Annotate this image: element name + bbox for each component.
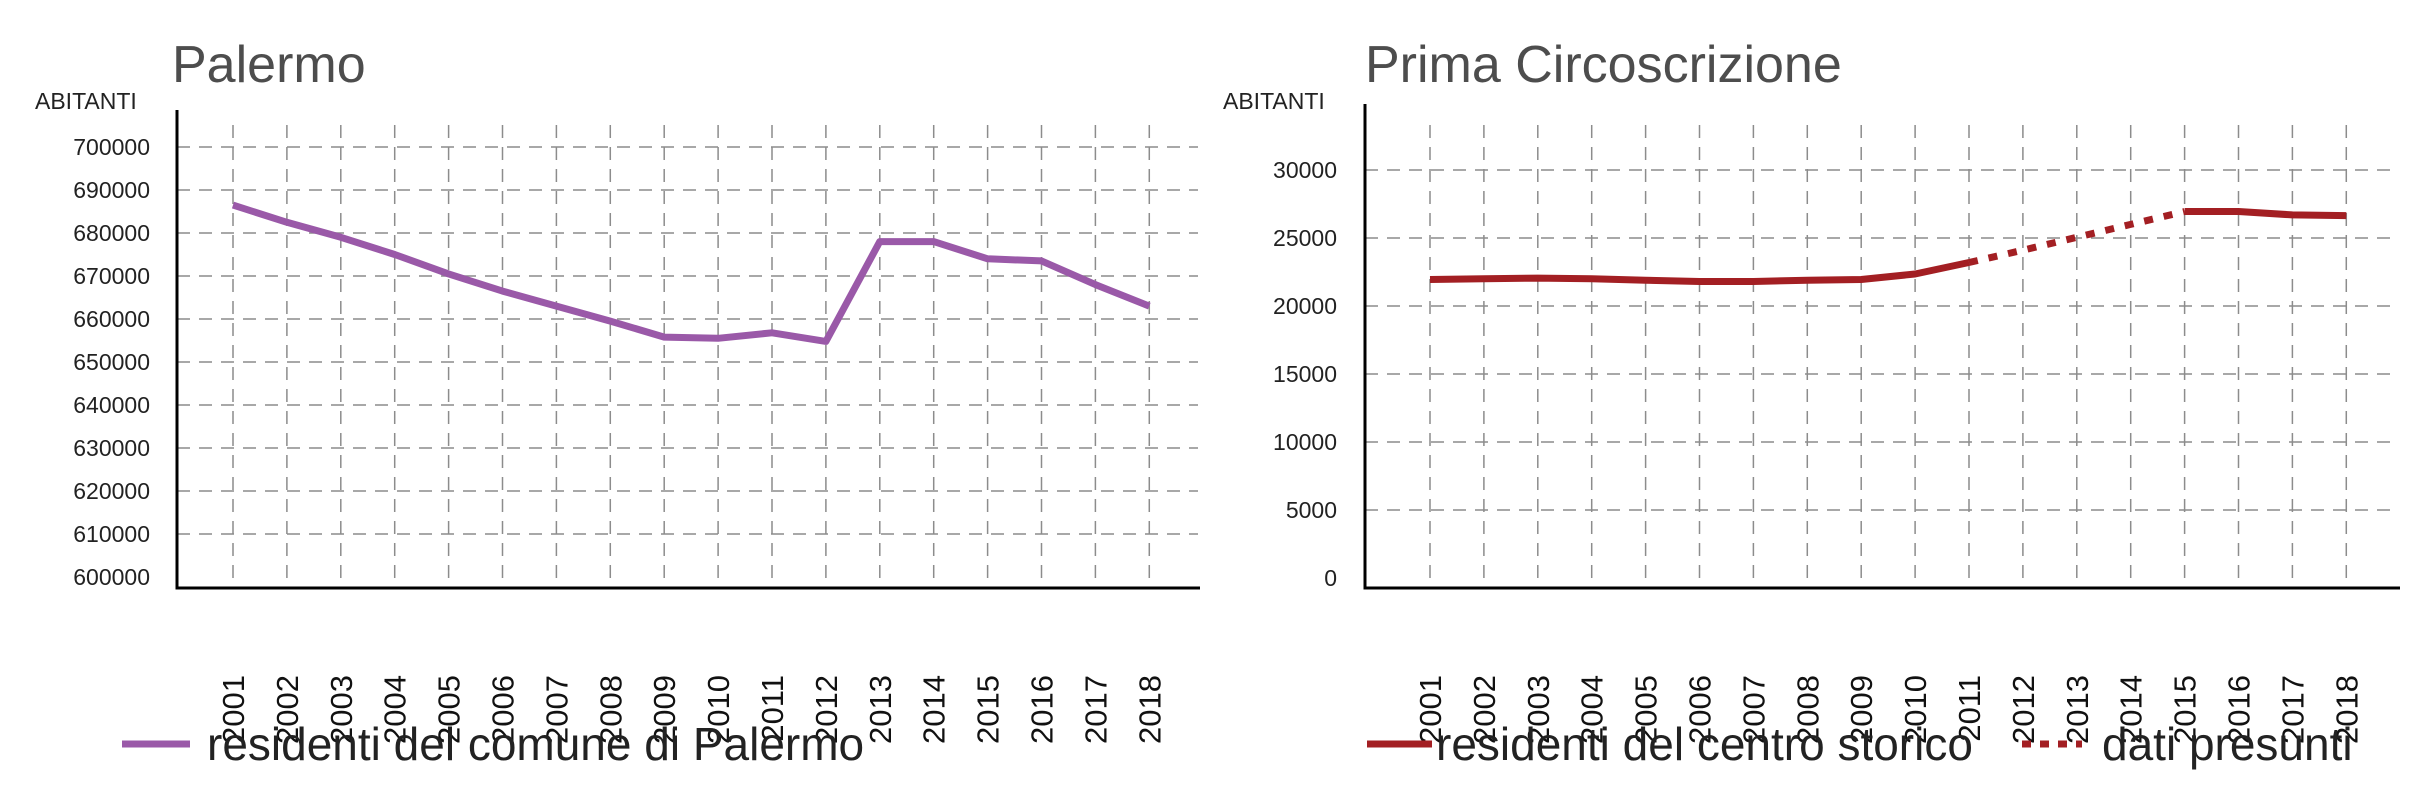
x-tick-label: 2016 (2222, 675, 2257, 744)
lines-palermo (231, 201, 1151, 345)
axes-circoscrizione (1363, 104, 2400, 590)
x-tick-label: 2014 (2114, 675, 2149, 744)
x-tick-label: 2015 (971, 675, 1006, 744)
x-tick-label: 2001 (216, 675, 251, 744)
y-tick-label: 700000 (73, 134, 150, 160)
x-ticks-palermo: 2001 2002 2003 2004 2005 2006 2007 2008 2009 2010… (216, 675, 1167, 744)
x-tick-label: 2003 (1521, 675, 1556, 744)
axes-palermo (175, 110, 1200, 590)
x-tick-label: 2012 (2006, 675, 2041, 744)
grid-circoscrizione (1365, 125, 2398, 588)
x-tick-label: 2007 (539, 675, 574, 744)
y-tick-label: 30000 (1273, 157, 1337, 183)
x-tick-label: 2003 (324, 675, 359, 744)
x-tick-label: 2009 (1844, 675, 1879, 744)
y-ticks-circoscrizione: 30000 25000 20000 15000 10000 5000 0 (1273, 157, 1337, 591)
chart-title-circoscrizione: Prima Circoscrizione (1365, 36, 1842, 94)
x-tick-label: 2017 (1078, 675, 1113, 744)
x-tick-label: 2001 (1413, 675, 1448, 744)
y-tick-label: 10000 (1273, 429, 1337, 455)
y-tick-label: 15000 (1273, 361, 1337, 387)
y-tick-label: 640000 (73, 392, 150, 418)
x-tick-label: 2008 (1790, 675, 1825, 744)
y-axis-label-palermo: ABITANTI (35, 88, 137, 114)
x-tick-label: 2004 (1575, 675, 1610, 744)
y-tick-label: 600000 (73, 564, 150, 590)
x-tick-label: 2002 (270, 675, 305, 744)
series-line (231, 201, 1151, 345)
y-tick-label: 680000 (73, 220, 150, 246)
y-tick-label: 630000 (73, 435, 150, 461)
chart-prima-circoscrizione: Prima Circoscrizione ABITANTI 30000 25000… (1223, 36, 2400, 770)
x-tick-label: 2011 (1952, 675, 1987, 742)
x-tick-label: 2002 (1467, 675, 1502, 744)
legend-palermo: residenti del comune di Palermo (122, 718, 864, 770)
series-line (1429, 259, 1970, 285)
x-tick-label: 2010 (701, 675, 736, 744)
x-tick-label: 2007 (1736, 675, 1771, 744)
x-tick-label: 2010 (1898, 675, 1933, 744)
x-tick-label: 2018 (2329, 675, 2364, 744)
y-tick-label: 620000 (73, 478, 150, 504)
grid-palermo (177, 125, 1198, 588)
y-tick-label: 670000 (73, 263, 150, 289)
legend-label-palermo: residenti del comune di Palermo (207, 718, 864, 770)
y-tick-label: 5000 (1286, 497, 1337, 523)
legend-circoscrizione: residenti del centro storico dati presun… (1367, 718, 2353, 770)
chart-palermo: Palermo ABITANTI 700000 690000 680000 67000… (35, 36, 1200, 770)
series-line (1968, 208, 2186, 266)
y-tick-label: 610000 (73, 521, 150, 547)
x-tick-label: 2005 (432, 675, 467, 744)
legend-label-centro-storico: residenti del centro storico (1436, 718, 1973, 770)
y-ticks-palermo: 700000 690000 680000 670000 660000 650000 6400… (73, 134, 150, 590)
series-line (2184, 208, 2347, 220)
x-tick-label: 2008 (593, 675, 628, 744)
y-tick-label: 20000 (1273, 293, 1337, 319)
x-ticks-circoscrizione: 2001 2002 2003 2004 2005 2006 2007 2008 2009 2010… (1413, 675, 2364, 744)
y-tick-label: 0 (1324, 565, 1337, 591)
x-tick-label: 2016 (1025, 675, 1060, 744)
x-tick-label: 2004 (378, 675, 413, 744)
y-tick-label: 650000 (73, 349, 150, 375)
x-tick-label: 2006 (1683, 675, 1718, 744)
y-tick-label: 660000 (73, 306, 150, 332)
x-tick-label: 2018 (1132, 675, 1167, 744)
y-tick-label: 690000 (73, 177, 150, 203)
x-tick-label: 2015 (2168, 675, 2203, 744)
x-tick-label: 2017 (2275, 675, 2310, 744)
y-axis-label-circoscrizione: ABITANTI (1223, 88, 1325, 114)
x-tick-label: 2014 (917, 675, 952, 744)
x-tick-label: 2009 (647, 675, 682, 744)
x-tick-label: 2005 (1629, 675, 1664, 744)
y-tick-label: 25000 (1273, 225, 1337, 251)
x-tick-label: 2006 (486, 675, 521, 744)
x-tick-label: 2013 (863, 675, 898, 744)
legend-label-dati-presunti: dati presunti (2102, 718, 2353, 770)
chart-title-palermo: Palermo (172, 36, 366, 94)
lines-circoscrizione (1429, 208, 2347, 285)
x-tick-label: 2013 (2060, 675, 2095, 744)
x-tick-label: 2012 (809, 675, 844, 744)
x-tick-label: 2011 (755, 675, 790, 742)
